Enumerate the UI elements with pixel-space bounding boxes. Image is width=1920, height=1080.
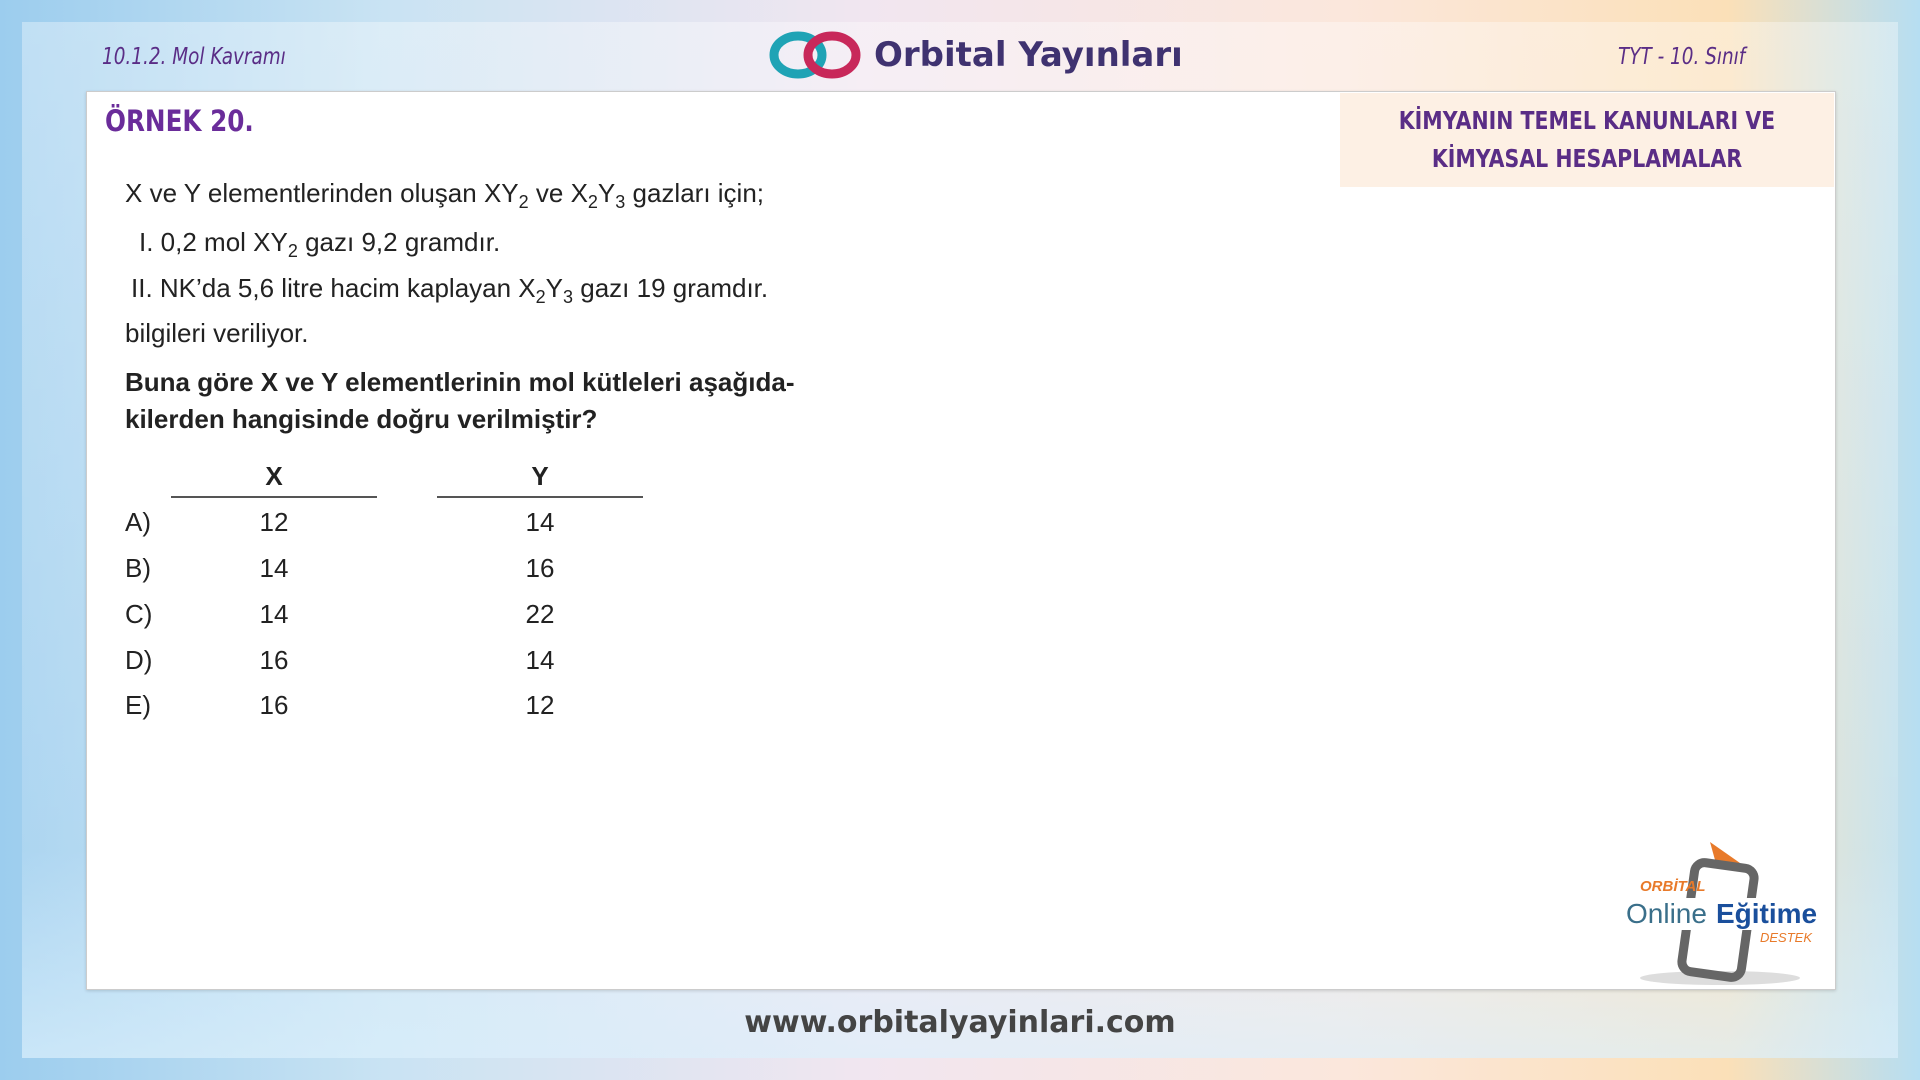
grade-label: TYT - 10. Sınıf [1618, 44, 1746, 70]
orbital-logo-icon [769, 31, 861, 79]
question-prompt-2: kilerden hangisinde doğru verilmiştir? [125, 404, 598, 434]
topic-line-2: KİMYASAL HESAPLAMALAR [1431, 144, 1743, 173]
option-y-value: 14 [525, 507, 555, 537]
option-y-value: 12 [525, 690, 555, 720]
brand-name: Orbital Yayınları [874, 35, 1183, 75]
option-label: C) [125, 599, 153, 629]
question-outro: bilgileri veriliyor. [125, 318, 309, 348]
badge-online: Online [1626, 898, 1707, 930]
option-label: E) [125, 690, 151, 720]
option-label: A) [125, 507, 151, 537]
option-x-value: 14 [259, 553, 289, 583]
content-card [86, 91, 1836, 990]
statement-2: II. NK’da 5,6 litre hacim kaplayan X2Y3 … [131, 273, 769, 307]
header-x-underline [171, 496, 377, 498]
topic-box: KİMYANIN TEMEL KANUNLARI VE KİMYASAL HES… [1340, 93, 1834, 187]
brand-logo: Orbital Yayınları [768, 30, 1183, 80]
question-prompt-1: Buna göre X ve Y elementlerinin mol kütl… [125, 367, 795, 397]
statement-1: I. 0,2 mol XY2 gazı 9,2 gramdır. [139, 227, 501, 261]
option-label: D) [125, 645, 153, 675]
header-y-underline [437, 496, 643, 498]
option-x-value: 16 [259, 690, 289, 720]
footer-url[interactable]: www.orbitalyayinlari.com [744, 1005, 1176, 1040]
section-label: 10.1.2. Mol Kavramı [102, 44, 286, 70]
topic-line-1: KİMYANIN TEMEL KANUNLARI VE [1398, 106, 1776, 135]
option-x-value: 12 [259, 507, 289, 537]
example-title: ÖRNEK 20. [105, 104, 254, 138]
badge-egitime: Eğitime [1716, 898, 1818, 930]
badge-top: ORBİTAL [1640, 878, 1706, 895]
badge-bottom: DESTEK [1760, 930, 1813, 945]
option-label: B) [125, 553, 151, 583]
option-x-value: 16 [259, 645, 289, 675]
header-x: X [265, 461, 283, 491]
question-intro: X ve Y elementlerinden oluşan XY2 ve X2Y… [125, 178, 765, 212]
option-x-value: 14 [259, 599, 289, 629]
option-y-value: 22 [525, 599, 555, 629]
option-y-value: 14 [525, 645, 555, 675]
option-y-value: 16 [525, 553, 555, 583]
online-egitime-logo: ORBİTAL Online Eğitime DESTEK [1620, 830, 1820, 990]
header-y: Y [531, 461, 549, 491]
